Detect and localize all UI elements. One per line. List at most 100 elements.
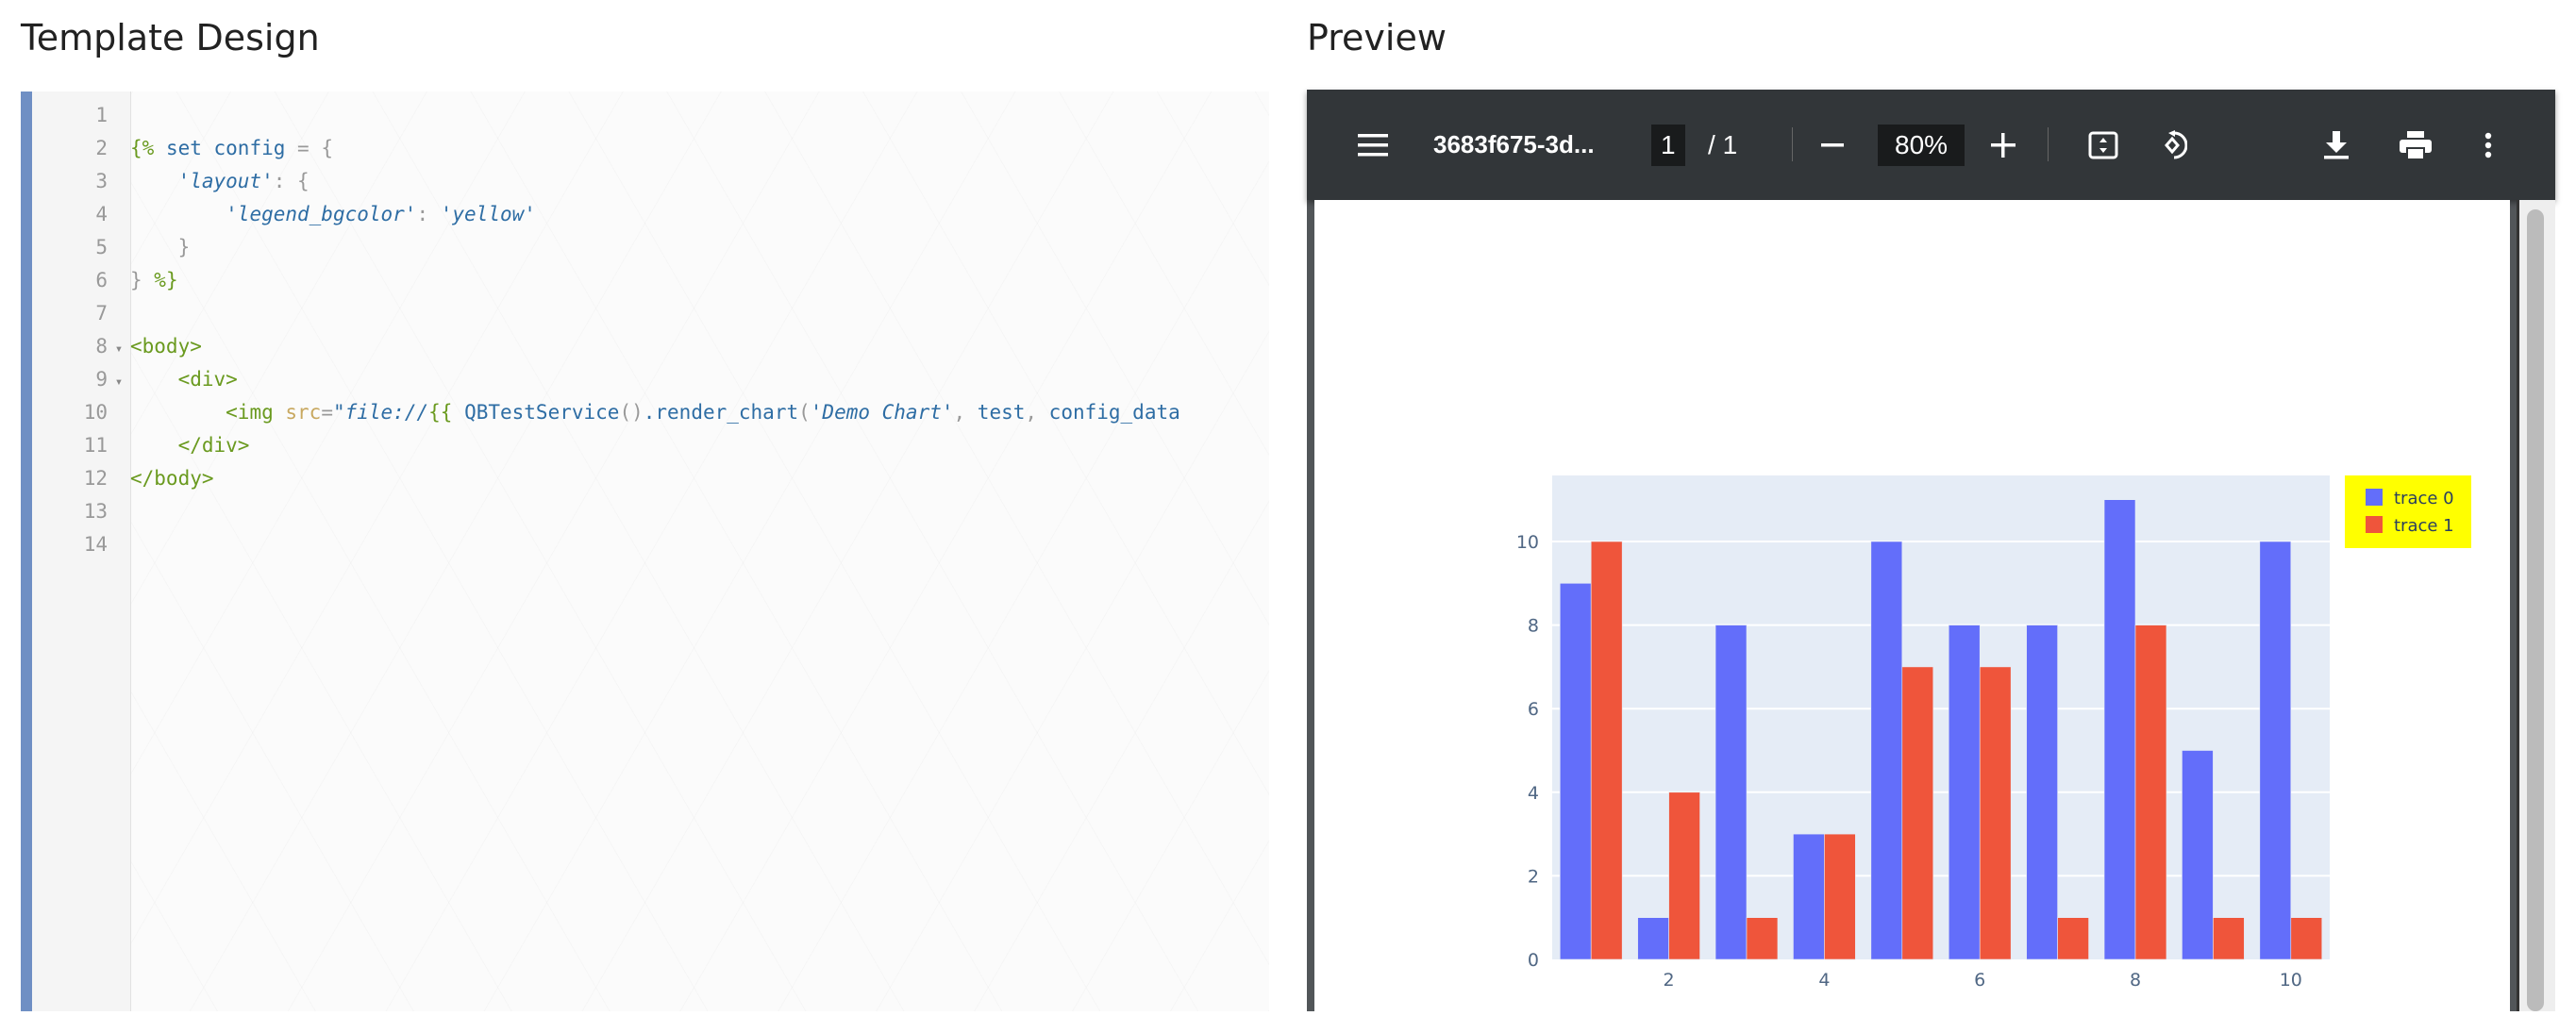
bar-trace-1 <box>1668 791 1700 960</box>
x-tick-label: 8 <box>2130 970 2141 991</box>
code-line[interactable]: 14 <box>32 528 130 561</box>
code-token: ( <box>798 401 811 424</box>
code-token: "file:// <box>332 401 429 424</box>
code-token: </div> <box>177 434 250 457</box>
bar-trace-1 <box>1746 917 1779 960</box>
scrollbar[interactable] <box>2517 200 2555 1011</box>
more-icon[interactable] <box>2481 90 2496 200</box>
menu-icon[interactable] <box>1354 90 1392 200</box>
line-number: 12 <box>83 467 108 490</box>
code-token: test <box>977 401 1026 424</box>
line-number: 2 <box>95 137 108 159</box>
code-line[interactable]: 4 'legend_bgcolor': 'yellow' <box>32 198 536 231</box>
bar-trace-1 <box>1590 541 1623 960</box>
line-number: 7 <box>95 302 108 325</box>
code-token <box>130 170 178 192</box>
code-token <box>154 137 166 159</box>
code-token: </body> <box>130 467 214 490</box>
bar-chart: 0 2 4 6 8 10 2 4 6 8 10 trace 0 trace 1 <box>1516 475 2471 991</box>
fold-arrow-icon[interactable]: ▾ <box>114 375 124 390</box>
page-separator: / <box>1708 129 1715 159</box>
fit-page-icon[interactable] <box>2087 90 2119 200</box>
legend <box>2345 475 2471 548</box>
code-token: config_data <box>1048 401 1180 424</box>
template-design-heading: Template Design <box>21 17 320 58</box>
code-token: , <box>953 401 978 424</box>
zoom-level-input[interactable]: 80% <box>1878 124 1965 166</box>
line-number: 8 <box>95 335 108 358</box>
code-token: QBTestService <box>464 401 620 424</box>
bar-trace-0 <box>1559 582 1592 960</box>
code-token: <img <box>226 401 286 424</box>
bar-trace-1 <box>2134 625 2167 960</box>
bar-trace-0 <box>2103 499 2136 960</box>
document-title: 3683f675-3d... <box>1433 130 1595 158</box>
legend-swatch <box>2366 489 2383 506</box>
code-text: } <box>130 231 191 264</box>
line-number: 10 <box>83 401 108 424</box>
zoom-out-icon[interactable] <box>1820 90 1845 200</box>
code-token: .render_chart <box>643 401 799 424</box>
rotate-icon[interactable] <box>2154 90 2188 200</box>
code-text: 'layout': { <box>130 165 309 198</box>
bar-trace-0 <box>2182 750 2214 960</box>
code-token <box>130 434 178 457</box>
fold-arrow-icon[interactable]: ▾ <box>114 341 124 357</box>
code-token: {% <box>130 137 155 159</box>
code-token <box>130 368 178 391</box>
code-text: </div> <box>130 429 250 462</box>
code-token: : { <box>273 170 309 192</box>
code-text: <div> <box>130 363 238 396</box>
scrollbar-thumb[interactable] <box>2527 209 2544 1011</box>
code-text: 'legend_bgcolor': 'yellow' <box>130 198 536 231</box>
bar-trace-1 <box>2213 917 2245 960</box>
code-token <box>130 236 178 258</box>
code-line[interactable]: 12 </body> <box>32 462 214 495</box>
code-token <box>130 401 226 424</box>
code-line[interactable]: 11 </div> <box>32 429 250 462</box>
code-line[interactable]: 13 <box>32 495 130 528</box>
download-icon[interactable] <box>2322 90 2350 200</box>
code-token: set config <box>165 137 286 159</box>
bar-trace-0 <box>1948 625 1981 960</box>
code-line[interactable]: 5 } <box>32 231 190 264</box>
code-token: <body> <box>130 335 202 358</box>
code-line[interactable]: 7 <box>32 297 130 330</box>
y-tick-label: 10 <box>1516 532 1539 553</box>
line-number: 4 <box>95 203 108 225</box>
code-line[interactable]: 6} %} <box>32 264 178 297</box>
code-line[interactable]: 1 <box>32 99 130 132</box>
y-tick-label: 2 <box>1528 866 1539 887</box>
code-line[interactable]: 10 <img src="file://{{ QBTestService().r… <box>32 396 1180 429</box>
code-token: : <box>416 203 441 225</box>
code-token: } <box>130 269 155 291</box>
page-number-input[interactable]: 1 <box>1651 124 1685 166</box>
code-token: 'layout' <box>177 170 274 192</box>
code-line[interactable]: 2 {% set config = { <box>32 132 333 165</box>
zoom-in-icon[interactable] <box>1990 90 2016 200</box>
x-tick-label: 6 <box>1974 970 1985 991</box>
bar-trace-0 <box>2259 541 2292 960</box>
bar-trace-0 <box>1637 917 1669 960</box>
line-number: 9 <box>95 368 108 391</box>
code-token: src <box>285 401 322 424</box>
code-token: 'yellow' <box>440 203 536 225</box>
code-line[interactable]: 3 'layout': { <box>32 165 309 198</box>
bar-trace-1 <box>2057 917 2089 960</box>
code-text: {% set config = { <box>130 132 333 165</box>
line-number: 3 <box>95 170 108 192</box>
code-line[interactable]: 9 ▾ <div> <box>32 363 238 396</box>
toolbar-divider <box>2048 127 2049 161</box>
legend-label: trace 1 <box>2394 516 2454 536</box>
bar-trace-0 <box>1793 833 1825 960</box>
line-number: 11 <box>83 434 108 457</box>
preview-heading: Preview <box>1307 17 1447 58</box>
bar-trace-0 <box>1715 625 1748 960</box>
code-text: } %} <box>130 264 178 297</box>
code-token: } <box>177 236 191 258</box>
print-icon[interactable] <box>2399 90 2433 200</box>
bar-trace-0 <box>2026 625 2058 960</box>
code-line[interactable]: 8 ▾ <body> <box>32 330 202 363</box>
bar-trace-1 <box>1901 666 1934 960</box>
code-editor[interactable]: 1 2 {% set config = {3 'layout': {4 'legen… <box>21 92 1269 1011</box>
